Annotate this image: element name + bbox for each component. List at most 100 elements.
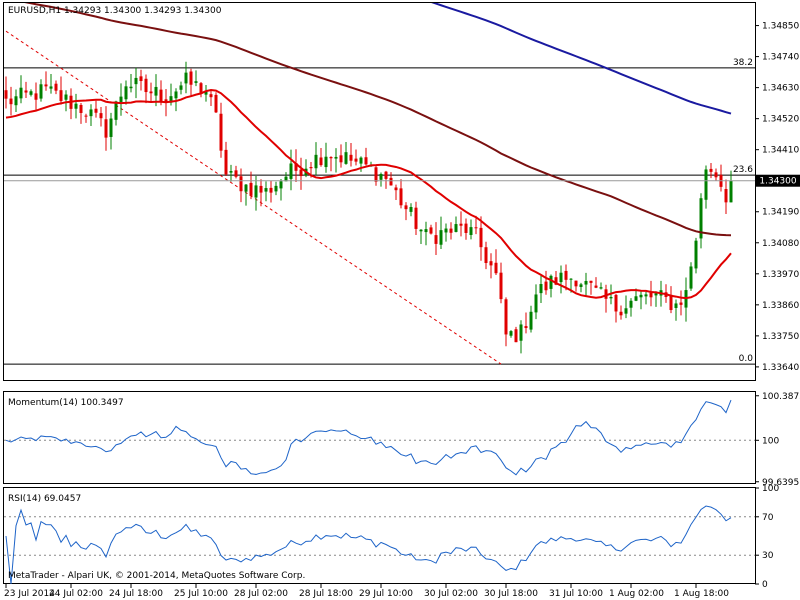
candle-body	[549, 275, 553, 289]
candle-body	[699, 198, 703, 239]
candle-body	[499, 272, 503, 300]
candle-body	[104, 119, 108, 138]
time-tick-label: 30 Jul 18:00	[484, 589, 538, 599]
price-panel[interactable]	[3, 2, 756, 381]
candle-body	[724, 189, 728, 203]
candle-body	[264, 188, 268, 192]
time-tick-label: 24 Jul 02:00	[49, 589, 103, 599]
candle-body	[124, 86, 128, 100]
chart-header: EURUSD,H1 1.34293 1.34300 1.34293 1.3430…	[8, 6, 222, 16]
candle-body	[309, 167, 313, 169]
candle-body	[444, 228, 448, 233]
time-tick-label: 29 Jul 10:00	[359, 589, 413, 599]
rsi-tick-label: 70	[762, 513, 774, 523]
rsi-panel[interactable]	[3, 487, 756, 584]
price-tick-label: 1.34190	[762, 208, 799, 218]
time-tick-label: 24 Jul 18:00	[109, 589, 163, 599]
candle-body	[234, 170, 238, 177]
candle-body	[669, 294, 673, 311]
rsi-title: RSI(14) 69.0457	[8, 494, 81, 504]
candle-body	[254, 185, 258, 198]
price-tick-label: 1.34520	[762, 115, 799, 125]
price-plot: 38.2 23.6 0.0	[4, 3, 755, 365]
price-tick-label: 1.34630	[762, 84, 799, 94]
fib-level-label: 0.0	[739, 354, 754, 364]
candle-body	[74, 103, 78, 109]
candle-body	[114, 101, 118, 120]
candle-body	[109, 118, 113, 137]
candle-body	[674, 303, 678, 308]
fib-level-label: 23.6	[733, 165, 753, 175]
candle-body	[639, 294, 643, 298]
candle-body	[414, 207, 418, 229]
candle-body	[644, 294, 648, 297]
candle-body	[614, 294, 618, 312]
candle-body	[139, 76, 143, 82]
candle-body	[709, 168, 713, 172]
price-tick-label: 1.34850	[762, 22, 799, 32]
candle-body	[599, 287, 603, 289]
candle-body	[394, 187, 398, 191]
time-tick-label: 23 Jul 2014	[4, 589, 55, 599]
candle-body	[474, 227, 478, 229]
price-tick-label: 1.34080	[762, 239, 799, 249]
current-price-label: 1.34300	[759, 177, 796, 187]
candle-body	[214, 94, 218, 113]
time-tick-label: 28 Jul 18:00	[299, 589, 353, 599]
candle-body	[349, 154, 353, 161]
candle-body	[269, 187, 273, 193]
time-tick-label: 28 Jul 02:00	[234, 589, 288, 599]
candle-body	[34, 93, 38, 100]
candle-body	[99, 113, 103, 119]
candle-body	[329, 157, 333, 159]
candle-body	[379, 174, 383, 180]
candle-body	[334, 156, 338, 159]
candle-body	[64, 94, 68, 100]
momentum-title: Momentum(14) 100.3497	[8, 398, 124, 408]
candle-body	[149, 91, 153, 94]
candle-body	[209, 94, 213, 98]
candle-body	[9, 98, 13, 105]
candle-body	[489, 261, 493, 266]
candle-body	[354, 158, 358, 162]
time-tick-label: 1 Aug 18:00	[674, 589, 729, 599]
candle-body	[589, 280, 593, 283]
candle-body	[419, 229, 423, 232]
candle-body	[594, 285, 598, 288]
candle-body	[169, 96, 173, 103]
rsi-tick-label: 0	[762, 580, 768, 590]
candle-body	[49, 86, 53, 89]
candle-body	[529, 311, 533, 330]
candle-body	[324, 156, 328, 168]
candle-body	[434, 235, 438, 244]
candle-body	[714, 172, 718, 178]
time-tick-label: 30 Jul 02:00	[424, 589, 478, 599]
price-tick-label: 1.33640	[762, 363, 799, 373]
candle-body	[144, 78, 148, 93]
candle-body	[399, 188, 403, 206]
candle-body	[224, 149, 228, 175]
candle-body	[384, 171, 388, 179]
candle-body	[689, 266, 693, 289]
candle-body	[59, 90, 63, 102]
candle-body	[454, 224, 458, 232]
price-tick-label: 1.34740	[762, 53, 799, 63]
candle-body	[4, 90, 8, 99]
current-price-tag	[756, 174, 800, 187]
rsi-plot	[4, 505, 755, 585]
momentum-line	[5, 399, 732, 476]
candle-body	[274, 185, 278, 192]
candle-body	[649, 292, 653, 298]
moving-average-mid	[24, 3, 732, 237]
candle-body	[189, 71, 193, 85]
time-tick-label: 25 Jul 10:00	[174, 589, 228, 599]
candle-body	[409, 207, 413, 212]
momentum-tick-label: 99.6395	[762, 478, 799, 488]
candle-body	[504, 299, 508, 335]
candle-body	[619, 311, 623, 316]
candle-body	[119, 96, 123, 102]
momentum-tick-label: 100.3873	[762, 392, 800, 402]
momentum-tick-label: 100	[762, 436, 779, 446]
candle-body	[204, 91, 208, 95]
